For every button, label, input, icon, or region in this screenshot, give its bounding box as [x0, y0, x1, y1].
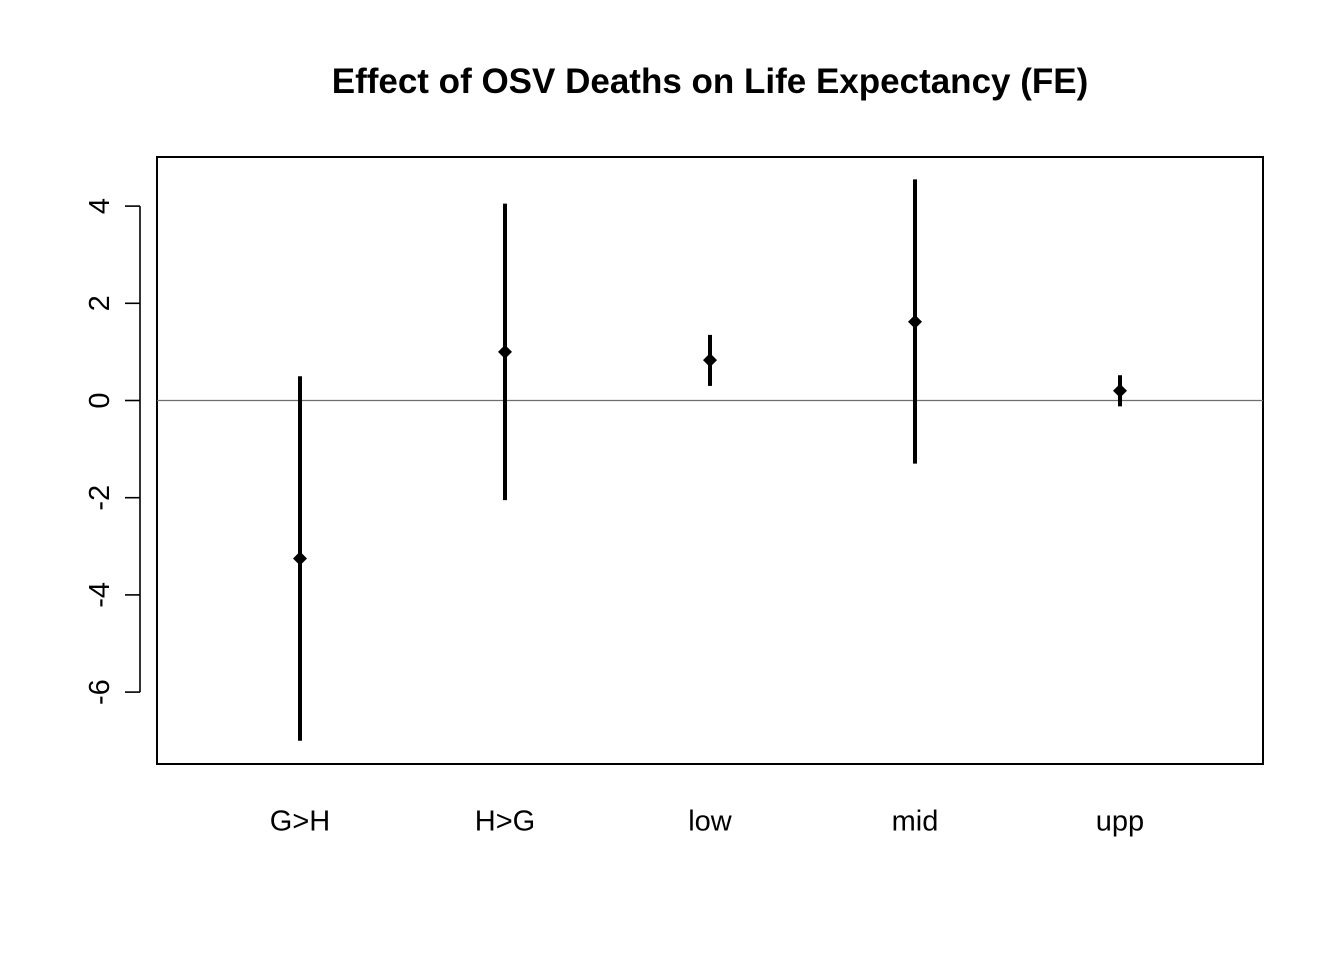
x-tick-label: mid [892, 806, 939, 838]
y-tick-label: -6 [84, 679, 116, 705]
y-tick-label: -2 [84, 485, 116, 511]
point-estimate-upp [1113, 383, 1127, 398]
y-tick-label: 0 [84, 392, 116, 408]
x-tick-label: low [688, 806, 733, 838]
chart-title: Effect of OSV Deaths on Life Expectancy … [332, 62, 1089, 101]
point-estimate-low [703, 353, 717, 368]
x-tick-label: G>H [270, 806, 330, 838]
y-tick-label: -4 [84, 582, 116, 608]
plot-frame [156, 156, 1264, 765]
x-axis: G>H H>G low mid upp [270, 806, 1144, 838]
y-tick-label: 4 [84, 198, 116, 214]
x-tick-label: H>G [475, 806, 535, 838]
point-layer [293, 314, 1127, 566]
y-axis: -6 -4 -2 0 2 4 [84, 198, 141, 705]
point-estimate-mid [908, 314, 922, 329]
interval-layer [298, 179, 1122, 741]
point-estimate-h-g [498, 344, 512, 359]
point-estimate-g-h [293, 551, 307, 566]
x-tick-label: upp [1096, 806, 1144, 838]
y-tick-label: 2 [84, 295, 116, 311]
